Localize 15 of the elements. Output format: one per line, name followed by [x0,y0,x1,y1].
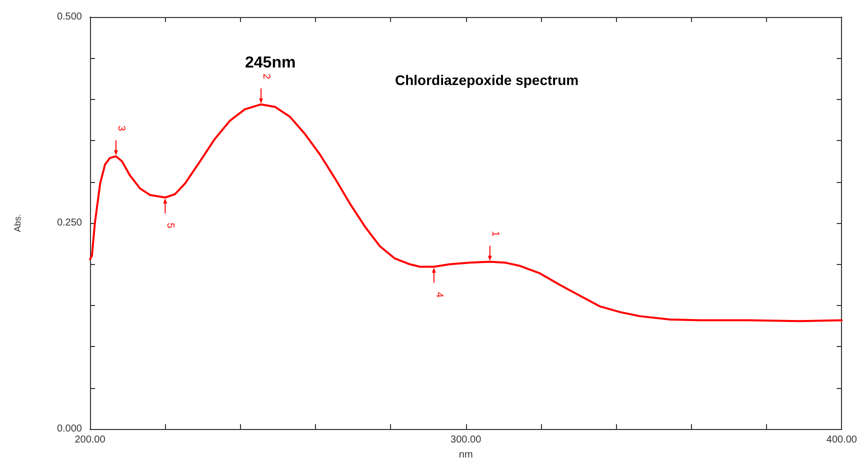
x-tick-label: 400.00 [826,434,858,446]
annotation: 4 [433,292,444,298]
text: Chlordiazepoxide spectrum [395,72,579,88]
annotation: 5 [164,222,176,229]
x-axis-title: nm [458,450,473,460]
annotation: 3 [115,126,126,132]
x-tick-label: 200.00 [74,434,106,446]
annotation: 245nm [245,54,296,72]
x-tick-label: 300.00 [450,434,482,446]
annotation: 1 [489,231,500,238]
y-tick-label: 0.500 [56,12,82,22]
y-tick-label: 0.000 [56,424,82,435]
y-axis-title: Abs. [12,214,22,232]
annotation: 2 [260,74,272,80]
y-tick-label: 0.250 [56,218,82,229]
